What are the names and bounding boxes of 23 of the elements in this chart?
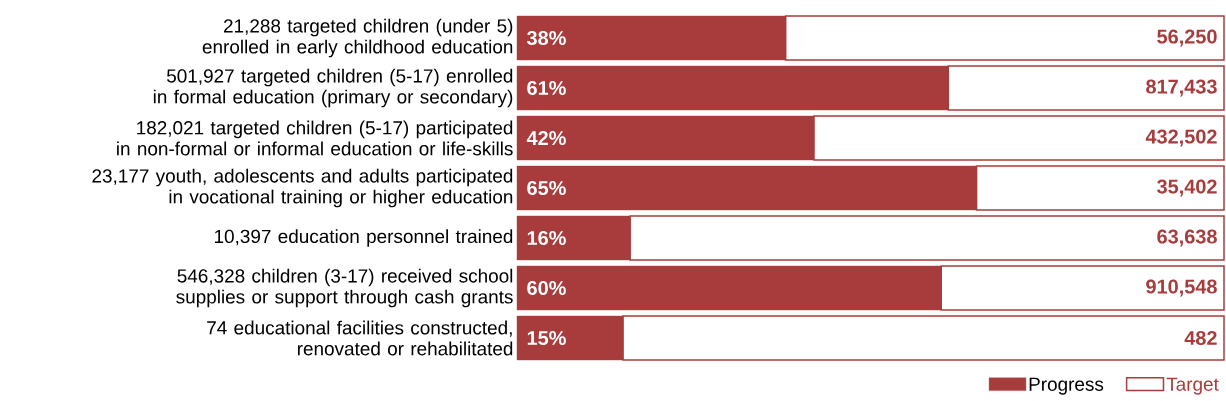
data-label: 15% (527, 330, 566, 346)
y-tick-label: 74 educational facilities constructed, renovated or rehabilitated (207, 320, 513, 356)
y-tick-label: 21,288 targeted children (under 5) enrolled in early childhood education (202, 18, 513, 58)
data-label: 61% (527, 80, 566, 96)
annotation: 56,250 (1157, 29, 1217, 47)
y-tick-label: 10,397 education personnel trained (214, 229, 513, 247)
y-tick-label: 546,328 children (3-17) received school supplies or support through cash grants (176, 268, 513, 308)
annotation: 817,433 (1146, 79, 1217, 97)
data-label: 16% (527, 230, 566, 246)
data-label: 38% (526, 30, 566, 46)
annotation: 482 (1184, 330, 1217, 346)
y-tick-label: 23,177 youth, adolescents and adults participated in vocational training or higher education (92, 168, 513, 208)
data-label: 42% (526, 130, 566, 146)
annotation: 910,548 (1146, 279, 1217, 297)
data-label: 65% (527, 180, 566, 196)
data-label: 60% (527, 280, 566, 296)
annotation: 63,638 (1157, 229, 1217, 247)
legend-label: Progress (1029, 377, 1104, 395)
y-tick-label: 182,021 targeted children (5-17) participated in non-formal or informal education or life-skills (117, 120, 513, 156)
annotation: 35,402 (1157, 179, 1217, 197)
annotation: 432,502 (1145, 129, 1217, 147)
y-tick-label: 501,927 targeted children (5-17) enrolled in formal education (primary or secondary) (153, 68, 513, 108)
legend-label: Target (1166, 377, 1219, 395)
